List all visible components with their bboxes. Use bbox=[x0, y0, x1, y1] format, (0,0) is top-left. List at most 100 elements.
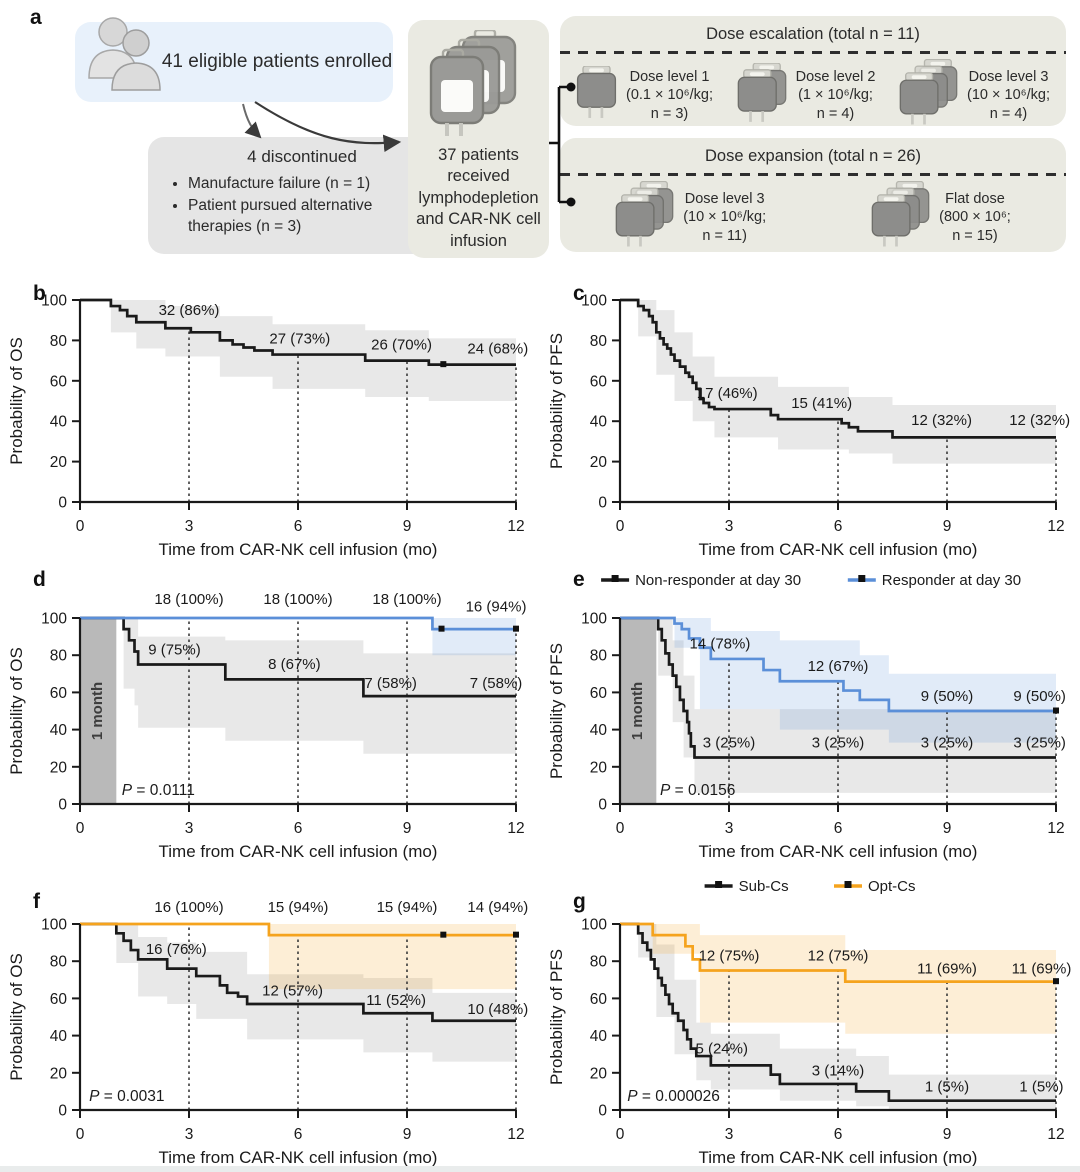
svg-text:0: 0 bbox=[76, 1126, 85, 1143]
svg-text:3 (25%): 3 (25%) bbox=[921, 734, 974, 751]
svg-text:9: 9 bbox=[403, 518, 412, 535]
dashed-divider bbox=[560, 173, 1066, 176]
panel-label-c: c bbox=[573, 282, 585, 305]
enrolled-text: 41 eligible patients enrolled bbox=[161, 51, 393, 73]
svg-text:12 (75%): 12 (75%) bbox=[699, 947, 760, 964]
svg-text:18 (100%): 18 (100%) bbox=[154, 591, 223, 608]
infusion-box: 37 patients received lymphodepletion and… bbox=[408, 20, 549, 258]
svg-text:0: 0 bbox=[58, 495, 67, 512]
svg-text:40: 40 bbox=[50, 1028, 68, 1045]
svg-text:6: 6 bbox=[834, 820, 843, 837]
svg-text:Probability of OS: Probability of OS bbox=[7, 647, 26, 775]
svg-text:Opt-Cs: Opt-Cs bbox=[868, 878, 916, 895]
svg-text:20: 20 bbox=[50, 454, 68, 471]
svg-text:0: 0 bbox=[616, 518, 625, 535]
svg-text:3: 3 bbox=[185, 518, 194, 535]
dose-level-3-text: Dose level 3 (10 × 10⁶/kg; n = 4) bbox=[967, 68, 1050, 122]
discontinued-list: Manufacture failure (n = 1) Patient purs… bbox=[164, 174, 440, 237]
svg-text:3: 3 bbox=[725, 1126, 734, 1143]
infusion-text: 37 patients received lymphodepletion and… bbox=[416, 146, 541, 250]
svg-text:20: 20 bbox=[590, 759, 608, 776]
svg-text:Responder at day 30: Responder at day 30 bbox=[882, 572, 1021, 589]
svg-text:16 (100%): 16 (100%) bbox=[154, 899, 223, 916]
svg-text:12 (67%): 12 (67%) bbox=[808, 658, 869, 675]
svg-text:60: 60 bbox=[50, 991, 68, 1008]
svg-text:16 (94%): 16 (94%) bbox=[466, 598, 527, 615]
svg-text:100: 100 bbox=[581, 293, 607, 310]
svg-text:0: 0 bbox=[598, 495, 607, 512]
svg-text:10 (48%): 10 (48%) bbox=[467, 1001, 528, 1018]
svg-text:24 (68%): 24 (68%) bbox=[467, 341, 528, 358]
svg-text:20: 20 bbox=[50, 759, 68, 776]
infusion-bag-icon bbox=[899, 58, 958, 132]
svg-text:100: 100 bbox=[41, 293, 67, 310]
infusion-bag-icon bbox=[576, 65, 617, 125]
svg-text:14 (94%): 14 (94%) bbox=[467, 899, 528, 916]
km-plot-os-all: 32 (86%)27 (73%) 26 (70%) 24 (68%)02040608… bbox=[7, 293, 528, 560]
dose-expansion-box: Dose expansion (total n = 26) Dose level… bbox=[560, 138, 1066, 252]
svg-text:1 month: 1 month bbox=[629, 682, 646, 740]
svg-text:6: 6 bbox=[294, 820, 303, 837]
svg-text:20: 20 bbox=[50, 1065, 68, 1082]
svg-text:0: 0 bbox=[616, 1126, 625, 1143]
panel-g: g 5 (24%) 3 (14%) 1 (5%) 1 (5%) 12 (75%) 12 (… bbox=[540, 866, 1080, 1172]
svg-text:Time from CAR-NK cell infusion: Time from CAR-NK cell infusion (mo) bbox=[699, 540, 978, 559]
dose-escalation-items: Dose level 1 (0.1 × 10⁶/kg; n = 3) Dose … bbox=[560, 54, 1066, 132]
panel-label-f: f bbox=[33, 890, 40, 913]
svg-text:40: 40 bbox=[50, 414, 68, 431]
svg-text:60: 60 bbox=[590, 991, 608, 1008]
km-plot-pfs-by-response: 1 month 3 (25%) 3 (25%) 3 (25%) 3 (25%) 14 (7… bbox=[547, 572, 1066, 861]
flat-dose-item: Flat dose (800 × 10⁶; n = 15) bbox=[871, 180, 1011, 254]
svg-text:18 (100%): 18 (100%) bbox=[372, 591, 441, 608]
discontinued-box: 4 discontinued Manufacture failure (n = … bbox=[148, 137, 450, 254]
km-plot-os-by-response: 1 month 9 (75%) 8 (67%) 7 (58%) 7 (58%) 18 (1… bbox=[7, 591, 527, 861]
infusion-bag-icon bbox=[737, 61, 787, 129]
svg-text:3: 3 bbox=[185, 1126, 194, 1143]
svg-text:6: 6 bbox=[834, 518, 843, 535]
svg-text:Non-responder at day 30: Non-responder at day 30 bbox=[635, 572, 801, 589]
svg-text:Probability of PFS: Probability of PFS bbox=[547, 643, 566, 779]
svg-text:12 (75%): 12 (75%) bbox=[808, 947, 869, 964]
svg-text:Time from CAR-NK cell infusion: Time from CAR-NK cell infusion (mo) bbox=[159, 1148, 438, 1167]
svg-text:P = 0.0156: P = 0.0156 bbox=[660, 782, 735, 799]
svg-text:6: 6 bbox=[294, 518, 303, 535]
svg-text:14 (78%): 14 (78%) bbox=[689, 636, 750, 653]
svg-text:80: 80 bbox=[590, 648, 608, 665]
km-plot-os-by-cs: 16 (76%) 12 (57%) 11 (52%) 10 (48%) 16 (100%… bbox=[7, 899, 528, 1167]
svg-text:16 (76%): 16 (76%) bbox=[146, 941, 207, 958]
svg-text:0: 0 bbox=[58, 1103, 67, 1120]
svg-text:9: 9 bbox=[403, 1126, 412, 1143]
svg-text:60: 60 bbox=[590, 373, 608, 390]
svg-text:3 (14%): 3 (14%) bbox=[812, 1063, 865, 1080]
svg-text:27 (73%): 27 (73%) bbox=[269, 330, 330, 347]
list-item: Manufacture failure (n = 1) bbox=[188, 174, 440, 194]
dose-level-1-item: Dose level 1 (0.1 × 10⁶/kg; n = 3) bbox=[576, 65, 713, 125]
svg-text:Probability of PFS: Probability of PFS bbox=[547, 333, 566, 469]
svg-text:20: 20 bbox=[590, 1065, 608, 1082]
dose-expansion-title: Dose expansion (total n = 26) bbox=[704, 147, 921, 165]
page-edge-strip bbox=[0, 1166, 1080, 1172]
svg-text:6: 6 bbox=[834, 1126, 843, 1143]
svg-text:3 (25%): 3 (25%) bbox=[1013, 734, 1066, 751]
svg-text:1 month: 1 month bbox=[89, 682, 106, 740]
svg-text:12: 12 bbox=[507, 518, 524, 535]
patients-icon bbox=[83, 8, 169, 105]
svg-text:32 (86%): 32 (86%) bbox=[159, 302, 220, 319]
svg-text:Time from CAR-NK cell infusion: Time from CAR-NK cell infusion (mo) bbox=[159, 540, 438, 559]
discontinued-title: 4 discontinued bbox=[247, 147, 357, 166]
svg-text:12 (57%): 12 (57%) bbox=[262, 983, 323, 1000]
svg-text:60: 60 bbox=[50, 373, 68, 390]
svg-text:80: 80 bbox=[50, 648, 68, 665]
svg-text:0: 0 bbox=[58, 797, 67, 814]
svg-text:0: 0 bbox=[76, 518, 85, 535]
svg-text:15 (94%): 15 (94%) bbox=[377, 899, 438, 916]
panel-d: d 1 month 9 (75%) 8 (67%) 7 (58%) 7 (58%) 18 … bbox=[0, 560, 540, 866]
svg-text:40: 40 bbox=[50, 722, 68, 739]
svg-text:3: 3 bbox=[185, 820, 194, 837]
svg-text:7 (58%): 7 (58%) bbox=[364, 675, 417, 692]
svg-text:40: 40 bbox=[590, 722, 608, 739]
svg-text:80: 80 bbox=[590, 333, 608, 350]
svg-text:40: 40 bbox=[590, 414, 608, 431]
svg-text:11 (69%): 11 (69%) bbox=[917, 960, 977, 977]
dose-level-2-text: Dose level 2 (1 × 10⁶/kg; n = 4) bbox=[795, 68, 876, 122]
